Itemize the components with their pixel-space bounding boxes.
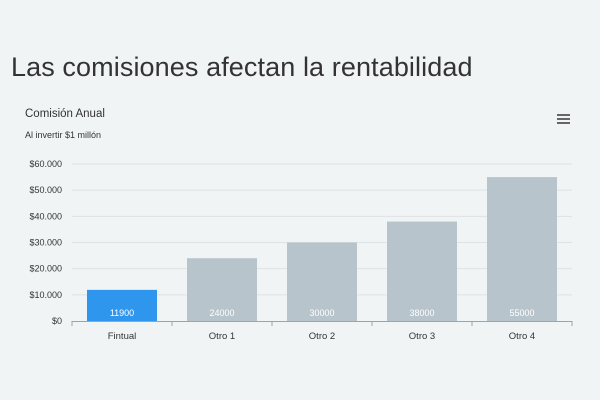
- data-label: 38000: [409, 308, 434, 318]
- x-tick-label: Otro 1: [209, 331, 235, 342]
- data-label: 30000: [309, 308, 334, 318]
- bar: [487, 177, 557, 321]
- page-title: Las comisiones afectan la rentabilidad: [11, 52, 473, 82]
- bar: [87, 289, 157, 321]
- x-tick-label: Otro 3: [409, 331, 435, 342]
- y-tick-label: $50.000: [29, 185, 62, 195]
- y-tick-label: $60.000: [29, 159, 62, 169]
- y-tick-label: $20.000: [29, 264, 62, 274]
- bar: [187, 258, 257, 321]
- chart-subtitle: Al invertir $1 millón: [25, 130, 102, 140]
- x-tick-label: Otro 4: [509, 331, 535, 342]
- data-label: 55000: [509, 308, 534, 318]
- y-tick-label: $0: [52, 316, 62, 326]
- chart-title: Comisión Anual: [25, 108, 105, 120]
- y-tick-label: $10.000: [29, 290, 62, 300]
- y-tick-label: $30.000: [29, 238, 62, 248]
- y-tick-label: $40.000: [29, 211, 62, 221]
- bar: [287, 242, 357, 321]
- data-label: 24000: [209, 308, 234, 318]
- x-tick-label: Otro 2: [309, 331, 335, 342]
- data-label: 11900: [110, 308, 134, 318]
- hamburger-menu-icon[interactable]: [557, 114, 570, 124]
- x-tick-label: Fintual: [108, 331, 137, 342]
- bar: [387, 221, 457, 321]
